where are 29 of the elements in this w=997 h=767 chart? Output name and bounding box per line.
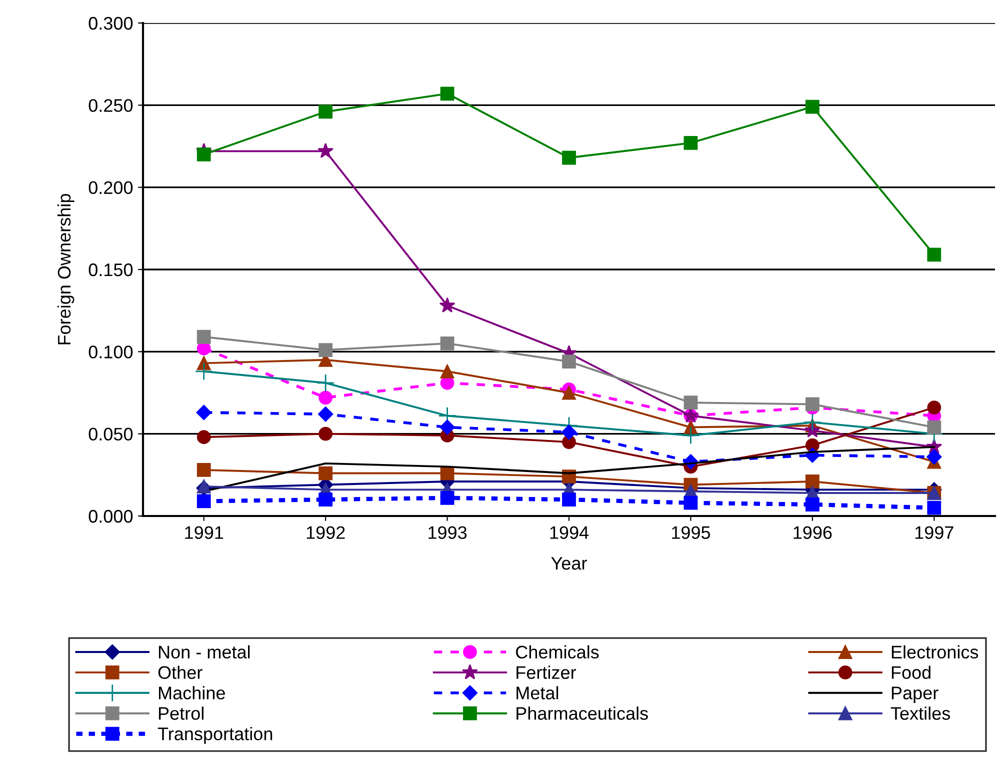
legend-label: Machine: [158, 686, 225, 700]
legend-label: Petrol: [158, 706, 204, 720]
y-tick-label: 0.250: [88, 99, 133, 112]
x-axis-title: Year: [551, 557, 587, 570]
legend-label: Electronics: [892, 645, 978, 659]
x-tick-label: 1996: [794, 526, 832, 539]
legend-label: Chemicals: [516, 645, 599, 659]
y-tick-label: 0.000: [88, 510, 133, 523]
x-tick-label: 1993: [428, 526, 467, 539]
x-tick-label: 1992: [306, 526, 345, 539]
legend-label: Pharmaceuticals: [516, 706, 648, 720]
y-tick-label: 0.050: [88, 428, 133, 441]
y-axis-title: Foreign Ownership: [57, 194, 74, 344]
x-tick-label: 1995: [672, 526, 710, 539]
legend-label: Metal: [516, 686, 558, 700]
legend-label: Non - metal: [158, 645, 250, 659]
y-tick-label: 0.100: [88, 346, 133, 358]
x-tick-label: 1991: [185, 526, 224, 539]
legend-label: Transportation: [158, 727, 272, 744]
x-tick-label: 1997: [915, 526, 954, 539]
y-tick-label: 0.200: [88, 181, 133, 194]
legend-label: Paper: [892, 686, 938, 703]
y-tick-label: 0.150: [88, 263, 133, 276]
legend-label: Other: [158, 666, 202, 679]
legend-label: Fertizer: [516, 666, 576, 679]
y-tick-label: 0.300: [88, 16, 133, 30]
x-tick-label: 1994: [550, 526, 589, 539]
legend-label: Textiles: [890, 706, 950, 720]
legend-label: Food: [892, 666, 930, 679]
